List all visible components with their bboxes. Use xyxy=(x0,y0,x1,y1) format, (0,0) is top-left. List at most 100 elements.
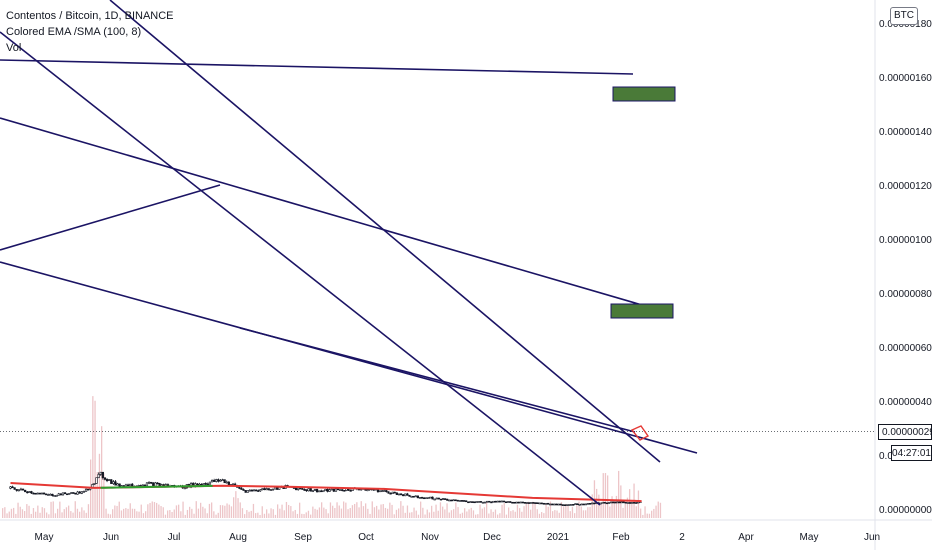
candle xyxy=(538,502,541,505)
candle xyxy=(532,502,535,504)
candle-body xyxy=(565,504,569,506)
candle xyxy=(460,500,464,502)
candle-body xyxy=(252,489,256,492)
candle-body xyxy=(637,501,640,504)
candle-body xyxy=(55,495,58,497)
candle xyxy=(19,487,23,491)
volume-bar xyxy=(197,508,200,518)
candle-body xyxy=(538,502,541,505)
volume-bar xyxy=(54,513,57,518)
volume-bar xyxy=(376,505,378,518)
candle-body xyxy=(490,501,493,504)
volume-bar xyxy=(32,508,35,518)
candle xyxy=(42,492,46,495)
candle xyxy=(494,500,497,503)
candle-body xyxy=(244,490,247,493)
volume-bar xyxy=(525,502,527,518)
volume-bar xyxy=(532,501,534,518)
candle xyxy=(584,503,587,506)
currency-badge[interactable]: BTC xyxy=(890,7,918,25)
volume-bar xyxy=(461,512,464,518)
candle xyxy=(225,480,228,484)
candle xyxy=(490,501,493,504)
candle-body xyxy=(502,500,506,503)
volume-bar xyxy=(400,501,402,518)
candle xyxy=(557,503,560,506)
candle xyxy=(433,498,436,501)
volume-bar xyxy=(96,472,98,518)
candle-body xyxy=(425,497,428,500)
volume-bar xyxy=(270,508,272,518)
candle-body xyxy=(536,502,539,504)
candle-body xyxy=(488,500,491,503)
candle xyxy=(57,492,60,496)
volume-bar xyxy=(79,511,81,518)
volume-bar xyxy=(307,510,310,518)
volume-series xyxy=(2,396,662,518)
trendline xyxy=(0,31,601,506)
volume-bar xyxy=(182,501,184,518)
volume-bar xyxy=(475,514,477,518)
volume-bar xyxy=(549,501,552,518)
candle xyxy=(315,488,319,493)
volume-bar xyxy=(310,514,312,518)
volume-bar xyxy=(492,511,494,518)
candle xyxy=(72,492,75,494)
candle xyxy=(70,492,73,494)
candle xyxy=(536,502,539,504)
candle xyxy=(110,479,113,484)
candle xyxy=(544,502,548,505)
volume-bar xyxy=(580,506,582,518)
volume-bar xyxy=(358,507,360,518)
chart-legend: Contentos / Bitcoin, 1D, BINANCE Colored… xyxy=(6,8,174,56)
volume-bar xyxy=(604,473,607,518)
volume-bar xyxy=(228,504,230,518)
candle-body xyxy=(454,499,457,502)
candle xyxy=(36,492,39,495)
candle xyxy=(624,501,627,504)
candle xyxy=(156,482,159,485)
candle xyxy=(150,481,153,485)
candle xyxy=(206,482,209,486)
candle-body xyxy=(406,493,409,496)
legend-volume[interactable]: Vol xyxy=(6,42,22,54)
volume-bar xyxy=(648,513,651,518)
candle-body xyxy=(223,479,226,484)
volume-bar xyxy=(437,510,439,518)
candle-body xyxy=(517,501,520,504)
volume-bar xyxy=(239,502,241,518)
candle xyxy=(551,503,554,506)
countdown-tag: 04:27:01 xyxy=(891,445,932,461)
legend-indicator[interactable]: Colored EMA /SMA (100, 8) xyxy=(6,26,142,38)
candle-body xyxy=(393,491,396,494)
volume-bar xyxy=(213,511,215,518)
volume-bar xyxy=(250,510,252,518)
volume-bar xyxy=(13,507,15,518)
volume-bar xyxy=(552,511,554,518)
candle xyxy=(82,490,86,493)
volume-bar xyxy=(391,504,393,518)
candle-body xyxy=(145,482,149,487)
candle xyxy=(9,485,12,490)
volume-bar xyxy=(640,508,642,518)
candle xyxy=(542,502,545,505)
volume-bar xyxy=(644,506,646,518)
volume-bar xyxy=(160,506,162,518)
candle-body xyxy=(263,488,266,491)
volume-bar xyxy=(356,502,358,518)
candle xyxy=(131,482,134,487)
volume-bar xyxy=(288,504,290,518)
candle-body xyxy=(26,491,29,494)
candle-body xyxy=(324,488,327,492)
candle-body xyxy=(439,498,443,501)
candle xyxy=(328,488,331,492)
volume-bar xyxy=(503,503,505,518)
candle xyxy=(504,501,508,504)
volume-bar xyxy=(609,506,611,518)
x-tick-label: Jun xyxy=(103,532,119,543)
legend-symbol[interactable]: Contentos / Bitcoin, 1D, BINANCE xyxy=(6,10,174,22)
candle-body xyxy=(481,501,485,504)
candle-body xyxy=(433,498,436,501)
candle xyxy=(34,492,37,495)
